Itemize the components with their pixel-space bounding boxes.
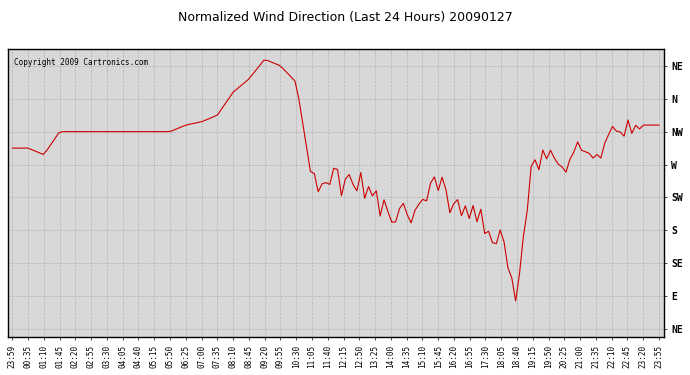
- Text: Copyright 2009 Cartronics.com: Copyright 2009 Cartronics.com: [14, 58, 148, 67]
- Text: Normalized Wind Direction (Last 24 Hours) 20090127: Normalized Wind Direction (Last 24 Hours…: [177, 11, 513, 24]
